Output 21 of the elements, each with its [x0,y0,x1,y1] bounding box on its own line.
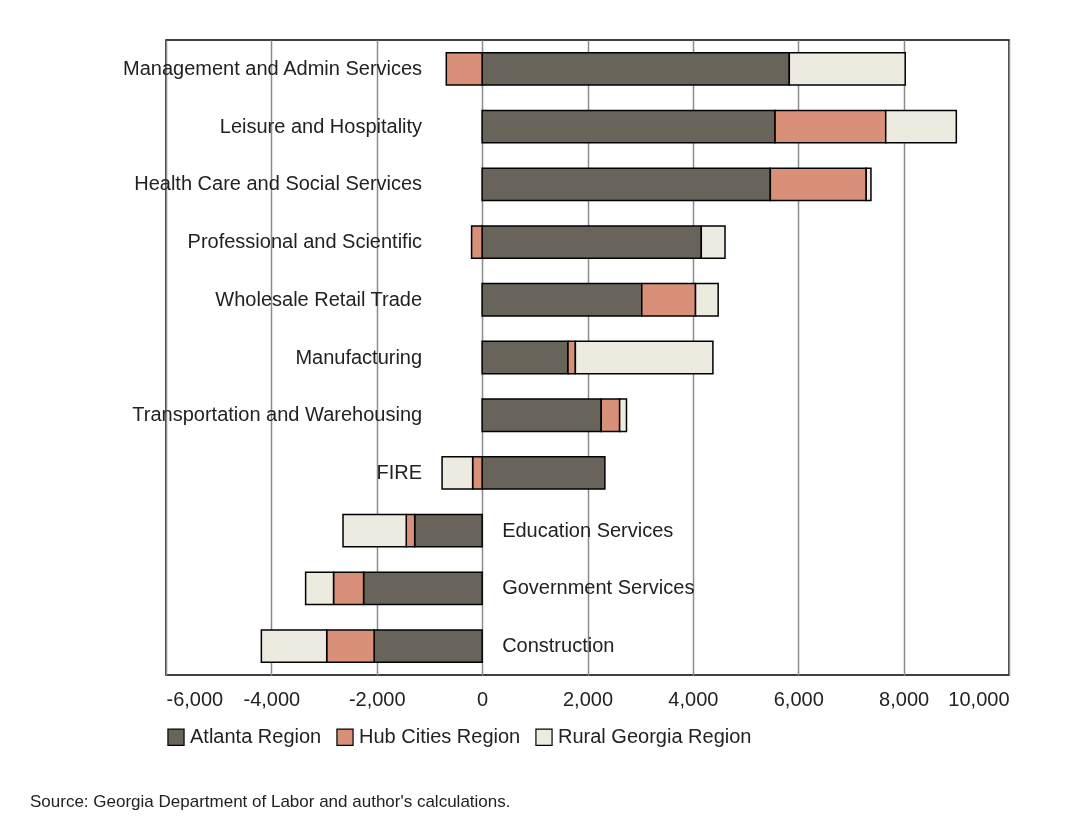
y-tick-label: Wholesale Retail Trade [215,287,423,310]
x-tick-label: -6,000 [166,687,224,710]
y-tick-label: Leisure and Hospitality [219,114,423,137]
x-tick-label: 10,000 [948,687,1010,710]
legend-label: Hub Cities Region [359,725,521,748]
x-tick-label: 8,000 [879,687,930,710]
y-tick-label: Education Services [502,518,674,541]
y-tick-label: Government Services [502,576,695,599]
source-note: Source: Georgia Department of Labor and author's calculations. [30,792,511,811]
y-tick-label: Construction [502,634,615,657]
y-tick-label: Professional and Scientific [187,230,423,253]
legend-label: Rural Georgia Region [558,725,752,748]
x-tick-label: -4,000 [243,687,301,710]
x-tick-label: 4,000 [668,687,719,710]
x-tick-label: 0 [477,687,489,710]
y-tick-label: FIRE [376,460,423,483]
x-tick-label: -2,000 [348,687,406,710]
legend-label: Atlanta Region [190,725,322,748]
y-tick-label: Manufacturing [295,345,423,368]
x-tick-label: 2,000 [562,687,614,710]
x-tick-label: 6,000 [773,687,824,710]
